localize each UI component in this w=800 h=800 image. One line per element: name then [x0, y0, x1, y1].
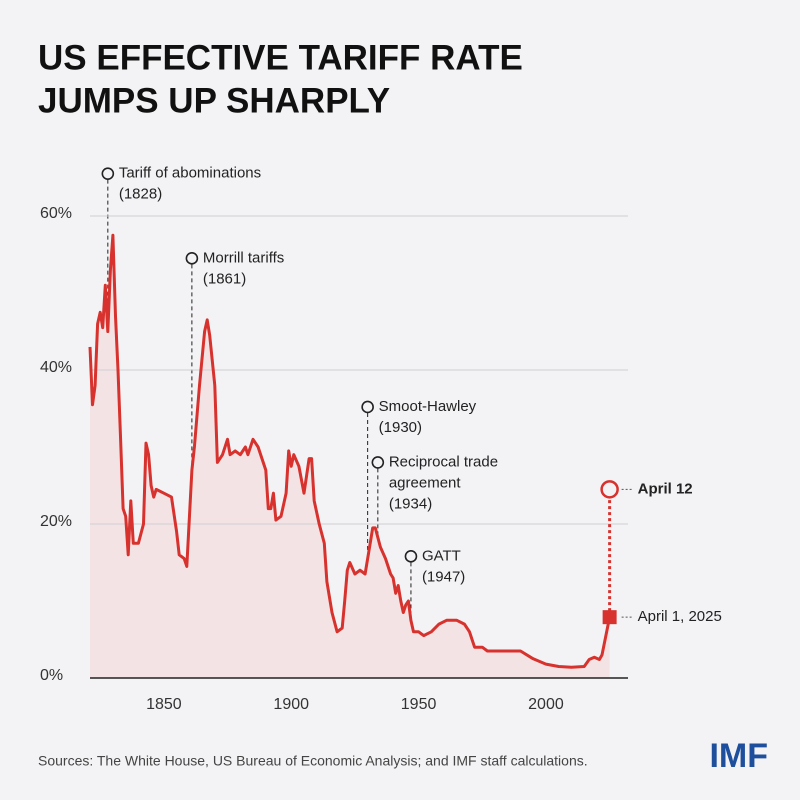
annotation-marker: [361, 400, 374, 414]
annotation-marker: [101, 167, 115, 180]
highlight-point: [602, 610, 617, 625]
chart-title: JUMPS UP SHARPLY: [38, 81, 390, 120]
annotation-text: Smoot-Hawley: [379, 398, 477, 415]
annotation-marker: [404, 550, 418, 563]
annotation-text: Reciprocal trade: [389, 453, 498, 470]
annotation-marker: [185, 252, 199, 265]
annotation-text: (1947): [422, 568, 465, 585]
highlight-point: [600, 480, 619, 499]
annotation-text: agreement: [389, 474, 462, 491]
annotation-text: (1861): [203, 270, 246, 287]
annotation-text: (1828): [119, 186, 162, 203]
line: [88, 233, 612, 669]
annotation-text: (1934): [389, 495, 432, 512]
y-tick-label: 40%: [40, 359, 72, 376]
annotation-text: (1930): [379, 419, 422, 436]
annotation-text: Tariff of abominations: [119, 165, 261, 182]
x-tick-label: 1900: [273, 696, 309, 713]
logo: IMF: [709, 737, 768, 775]
x-tick-label: 1850: [146, 696, 182, 713]
annotation-text: Morrill tariffs: [203, 249, 284, 266]
chart-title: US EFFECTIVE TARIFF RATE: [38, 38, 523, 77]
area: [90, 235, 610, 679]
highlight-label: April 1, 2025: [638, 608, 722, 625]
highlight-label: April 12: [638, 480, 693, 497]
y-tick-label: 60%: [40, 205, 72, 222]
annotation-marker: [371, 456, 385, 469]
y-tick-label: 0%: [40, 667, 63, 684]
y-tick-label: 20%: [40, 513, 72, 530]
x-tick-label: 2000: [528, 696, 564, 713]
annotation-text: GATT: [422, 547, 461, 564]
source-note: Sources: The White House, US Bureau of E…: [38, 753, 588, 769]
x-tick-label: 1950: [401, 696, 437, 713]
